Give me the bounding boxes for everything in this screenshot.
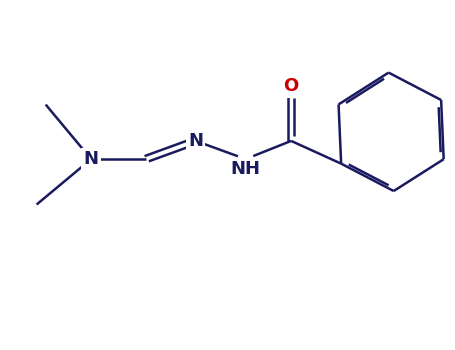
Text: N: N [84,150,99,168]
Text: N: N [188,132,203,150]
Text: NH: NH [231,160,261,178]
Text: O: O [283,77,299,95]
